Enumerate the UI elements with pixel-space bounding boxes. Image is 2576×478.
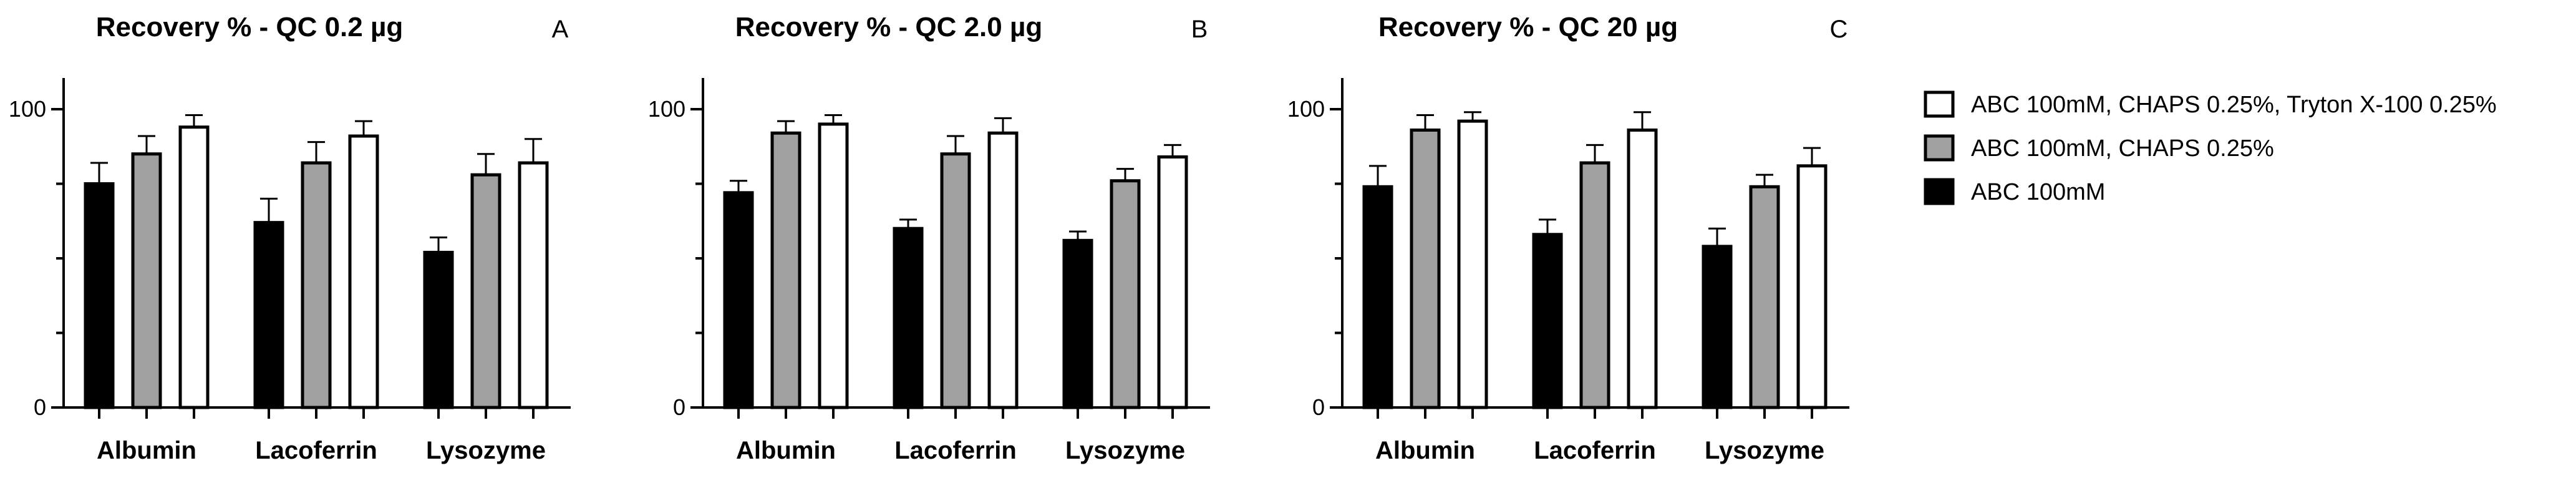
bar (1457, 119, 1488, 409)
panel-label: A (552, 16, 569, 43)
y-tick-label: 0 (673, 394, 685, 420)
chart-title: Recovery % - QC 0.2 µg (96, 12, 403, 42)
bar (1532, 233, 1563, 409)
bar (1110, 179, 1141, 409)
legend-swatch (1924, 178, 1955, 205)
bar (940, 152, 971, 409)
category-label: Albumin (1375, 437, 1475, 464)
y-tick-label: 100 (9, 96, 46, 122)
chart-title: Recovery % - QC 2.0 µg (735, 12, 1042, 42)
bar (470, 173, 501, 409)
bar (1796, 164, 1828, 409)
bar (770, 131, 801, 409)
bar (301, 161, 332, 409)
bar (1627, 128, 1658, 409)
bar (818, 122, 849, 409)
y-tick-label: 100 (1287, 96, 1325, 122)
bar (253, 221, 284, 409)
legend-label: ABC 100mM, CHAPS 0.25%, Tryton X-100 0.2… (1971, 92, 2497, 118)
bar (1410, 128, 1441, 409)
bar (84, 182, 115, 409)
bar (1749, 185, 1780, 409)
bar (518, 161, 549, 409)
bar (178, 125, 210, 409)
bar (987, 131, 1019, 409)
panel-label: B (1191, 16, 1208, 43)
bar (1579, 161, 1610, 409)
legend-label: ABC 100mM (1971, 179, 2105, 205)
bar (348, 134, 379, 409)
legend-swatch (1924, 90, 1955, 118)
bar (1702, 245, 1733, 409)
y-tick-label: 0 (1312, 394, 1325, 420)
bar (1362, 185, 1393, 409)
legend-swatch (1924, 134, 1955, 162)
bar (893, 227, 924, 409)
category-label: Lysozyme (1705, 437, 1824, 464)
bar (723, 191, 754, 409)
category-label: Lacoferrin (255, 437, 377, 464)
category-label: Albumin (736, 437, 836, 464)
category-label: Lysozyme (1065, 437, 1185, 464)
category-label: Lacoferrin (894, 437, 1017, 464)
legend-label: ABC 100mM, CHAPS 0.25% (1971, 135, 2274, 162)
y-tick-label: 0 (34, 394, 46, 420)
bar (1062, 238, 1093, 409)
chart-title: Recovery % - QC 20 µg (1378, 12, 1678, 42)
bar (1157, 155, 1188, 409)
category-label: Lacoferrin (1534, 437, 1656, 464)
bar (423, 250, 454, 409)
y-tick-label: 100 (648, 96, 685, 122)
bar (131, 152, 162, 409)
panel-label: C (1830, 16, 1848, 43)
category-label: Albumin (97, 437, 196, 464)
category-label: Lysozyme (426, 437, 546, 464)
